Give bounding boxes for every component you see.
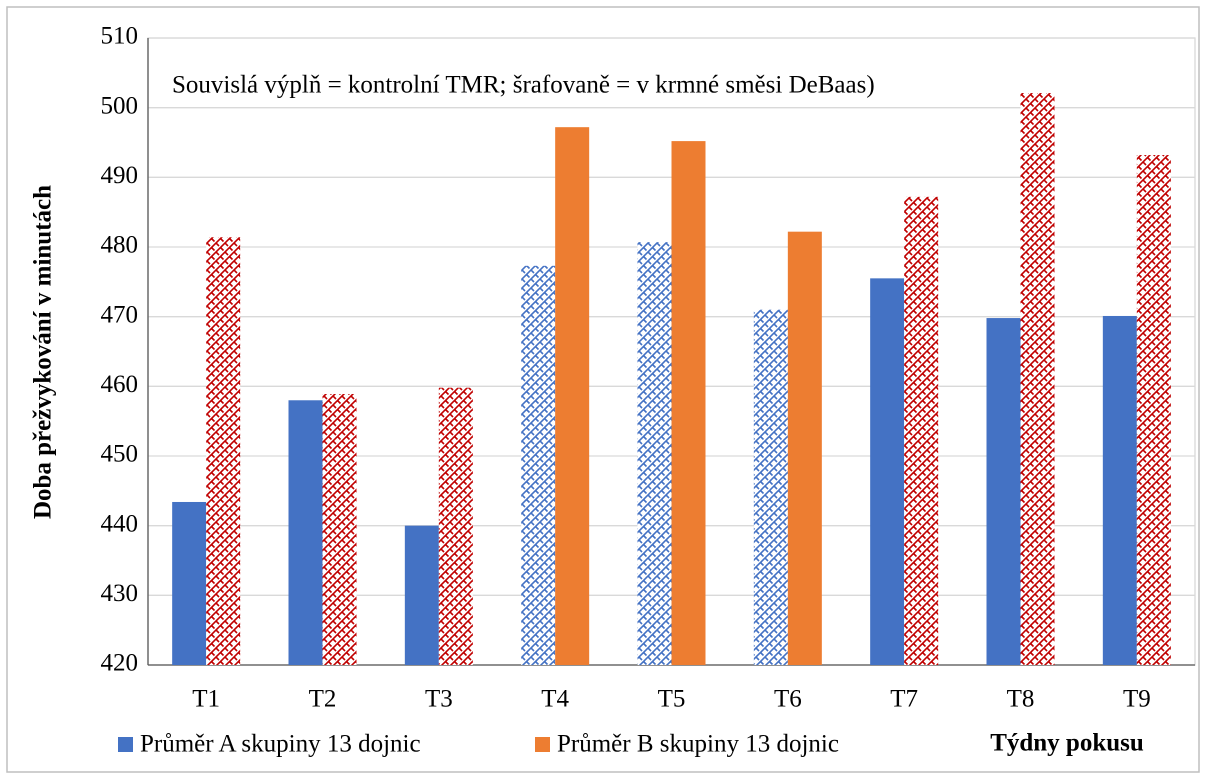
- bar: [404, 525, 439, 665]
- legend-swatch: [535, 737, 550, 752]
- bar: [787, 231, 822, 665]
- y-tick-label: 510: [101, 23, 139, 50]
- x-tick-label: T7: [890, 686, 918, 713]
- x-tick-label: T1: [192, 686, 220, 713]
- bar: [753, 309, 788, 665]
- bar: [288, 400, 323, 665]
- y-tick-label: 420: [101, 650, 139, 677]
- bar: [1136, 155, 1171, 666]
- bar: [172, 501, 207, 665]
- y-tick-label: 430: [101, 580, 139, 607]
- x-tick-label: T9: [1123, 686, 1151, 713]
- x-tick-label: T5: [658, 686, 686, 713]
- bar: [1020, 93, 1055, 665]
- y-tick-label: 460: [101, 371, 139, 398]
- bar: [986, 318, 1021, 665]
- bar: [322, 393, 357, 665]
- bar: [438, 387, 473, 665]
- y-tick-label: 490: [101, 162, 139, 189]
- bar: [637, 242, 672, 665]
- y-tick-label: 450: [101, 441, 139, 468]
- bar: [1102, 315, 1137, 665]
- y-axis-label: Doba přežvykování v minutách: [30, 185, 57, 519]
- y-tick-label: 500: [101, 92, 139, 119]
- bar: [555, 127, 590, 665]
- x-axis-label: Týdny pokusu: [990, 730, 1144, 757]
- bar: [870, 278, 905, 665]
- legend-label: Průměr A skupiny 13 dojnic: [140, 731, 421, 758]
- x-tick-label: T4: [541, 686, 569, 713]
- legend-swatch: [118, 737, 133, 752]
- bar: [671, 141, 706, 665]
- y-tick-label: 440: [101, 510, 139, 537]
- x-tick-label: T8: [1007, 686, 1035, 713]
- x-tick-label: T2: [309, 686, 337, 713]
- bar: [904, 196, 939, 665]
- legend-label: Průměr B skupiny 13 dojnic: [557, 731, 839, 758]
- bar: [521, 265, 556, 665]
- annotation: Souvislá výplň = kontrolní TMR; šrafovan…: [172, 72, 875, 99]
- x-tick-label: T3: [425, 686, 453, 713]
- y-tick-label: 470: [101, 301, 139, 328]
- bar: [206, 237, 241, 665]
- y-tick-label: 480: [101, 232, 139, 259]
- x-tick-label: T6: [774, 686, 802, 713]
